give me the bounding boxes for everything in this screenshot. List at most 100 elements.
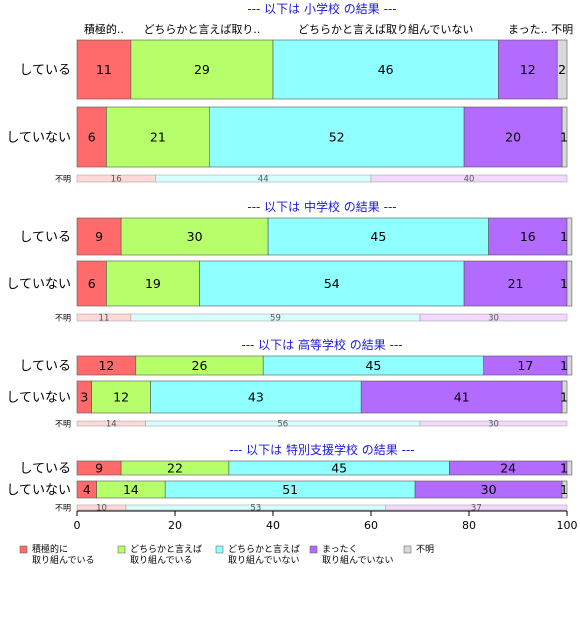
data-label: 45 bbox=[370, 229, 386, 244]
bar-segment bbox=[556, 39, 568, 100]
unknown-data-label: 44 bbox=[258, 175, 269, 185]
unknown-row-label: 不明 bbox=[55, 175, 71, 184]
data-label: 12 bbox=[113, 390, 129, 405]
row-label: していない bbox=[6, 131, 71, 146]
data-label: 22 bbox=[167, 461, 183, 476]
bar-segment bbox=[463, 106, 563, 168]
legend-label: 取り組んでいる bbox=[32, 554, 95, 566]
data-label: 2 bbox=[558, 62, 566, 77]
unknown-segment bbox=[370, 174, 568, 183]
bar-segment bbox=[561, 106, 568, 168]
data-label: 1 bbox=[560, 461, 568, 476]
bar-segment bbox=[120, 217, 269, 256]
unknown-segment bbox=[419, 420, 568, 427]
x-tick-label: 60 bbox=[364, 519, 378, 532]
data-label: 30 bbox=[187, 229, 203, 244]
bar-segment bbox=[566, 217, 573, 256]
column-header: 積極的.. bbox=[84, 22, 124, 36]
row-label: している bbox=[19, 63, 71, 78]
panel-title: --- 以下は 高等学校 の結果 --- bbox=[241, 337, 402, 352]
legend-label: 不明 bbox=[416, 544, 434, 555]
data-label: 6 bbox=[88, 276, 96, 291]
x-tick-label: 20 bbox=[168, 519, 182, 532]
unknown-data-label: 30 bbox=[488, 314, 499, 324]
data-label: 1 bbox=[560, 130, 568, 145]
unknown-data-label: 30 bbox=[488, 420, 499, 430]
unknown-segment bbox=[419, 313, 568, 322]
legend-swatch bbox=[19, 545, 28, 554]
bar-segment bbox=[76, 260, 107, 307]
legend-swatch bbox=[403, 545, 412, 554]
data-label: 26 bbox=[192, 358, 208, 373]
column-header: どちらかと言えば取り組んでいない bbox=[298, 23, 473, 36]
unknown-row-label: 不明 bbox=[55, 420, 71, 429]
unknown-data-label: 37 bbox=[471, 504, 482, 514]
row-label: していない bbox=[6, 277, 71, 292]
data-label: 24 bbox=[500, 461, 516, 476]
legend-label: 取り組んでいる bbox=[130, 554, 193, 566]
unknown-row-label: 不明 bbox=[55, 314, 71, 323]
data-label: 1 bbox=[560, 482, 568, 497]
bar-segment bbox=[498, 39, 558, 100]
row-label: していない bbox=[6, 483, 71, 498]
data-label: 51 bbox=[282, 482, 298, 497]
legend-label: 積極的に bbox=[32, 543, 68, 555]
unknown-data-label: 53 bbox=[250, 504, 261, 514]
data-label: 9 bbox=[95, 461, 103, 476]
bar-segment bbox=[130, 39, 274, 100]
legend-swatch bbox=[215, 545, 224, 554]
unknown-row-label: 不明 bbox=[55, 504, 71, 513]
legend-label: 取り組んでいない bbox=[228, 554, 300, 566]
data-label: 20 bbox=[505, 130, 521, 145]
unknown-segment bbox=[385, 504, 568, 511]
data-label: 45 bbox=[365, 358, 381, 373]
bar-segment bbox=[488, 217, 568, 256]
data-label: 1 bbox=[560, 229, 568, 244]
data-label: 43 bbox=[248, 390, 264, 405]
data-label: 12 bbox=[98, 358, 114, 373]
row-label: していない bbox=[6, 391, 71, 406]
x-tick-label: 80 bbox=[462, 519, 476, 532]
bar-segment bbox=[76, 39, 132, 100]
bar-segment bbox=[561, 380, 568, 414]
data-label: 52 bbox=[329, 130, 345, 145]
bar-segment bbox=[463, 260, 568, 307]
panel-title: --- 以下は 小学校 の結果 --- bbox=[247, 1, 396, 16]
data-label: 30 bbox=[481, 482, 497, 497]
bar-segment bbox=[566, 355, 573, 376]
row-label: している bbox=[19, 462, 71, 477]
data-label: 45 bbox=[331, 461, 347, 476]
data-label: 29 bbox=[194, 62, 210, 77]
legend-swatch bbox=[309, 545, 318, 554]
data-label: 1 bbox=[560, 358, 568, 373]
bar-segment bbox=[76, 106, 107, 168]
data-label: 3 bbox=[80, 390, 88, 405]
bar-segment bbox=[267, 217, 489, 256]
x-tick-label: 100 bbox=[557, 519, 578, 532]
unknown-data-label: 59 bbox=[270, 314, 281, 324]
panel-title: --- 以下は 中学校 の結果 --- bbox=[247, 199, 396, 214]
data-label: 1 bbox=[560, 390, 568, 405]
column-header: まった.. bbox=[508, 23, 548, 36]
unknown-data-label: 56 bbox=[277, 420, 288, 430]
panel-title: --- 以下は 特別支援学校 の結果 --- bbox=[229, 442, 414, 457]
unknown-data-label: 16 bbox=[111, 175, 122, 185]
bar-segment bbox=[106, 260, 200, 307]
bar-segment bbox=[91, 380, 151, 414]
data-label: 54 bbox=[324, 276, 340, 291]
data-label: 11 bbox=[96, 62, 112, 77]
data-label: 4 bbox=[83, 482, 91, 497]
legend-label: どちらかと言えば bbox=[130, 543, 202, 555]
bar-segment bbox=[199, 260, 465, 307]
legend-label: まったく bbox=[322, 544, 358, 555]
unknown-data-label: 10 bbox=[96, 504, 107, 514]
data-label: 6 bbox=[88, 130, 96, 145]
data-label: 1 bbox=[560, 276, 568, 291]
unknown-data-label: 11 bbox=[99, 314, 110, 324]
unknown-data-label: 40 bbox=[464, 175, 475, 185]
bar-segment bbox=[76, 217, 122, 256]
data-label: 41 bbox=[454, 390, 470, 405]
bar-segment bbox=[360, 380, 563, 414]
bar-segment bbox=[561, 480, 568, 499]
